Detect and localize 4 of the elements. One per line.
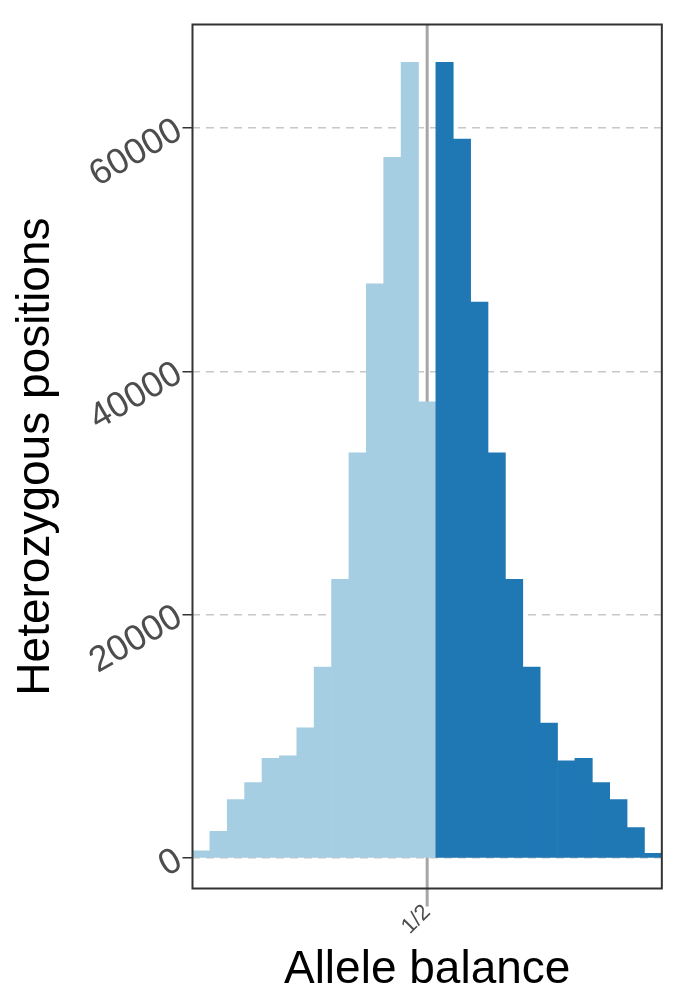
- y-tick-label: 0: [150, 838, 189, 884]
- y-axis-title: Heterozygous positions: [7, 217, 60, 696]
- x-axis-title: Allele balance: [283, 941, 571, 994]
- x-tick-label: 1/2: [395, 898, 435, 939]
